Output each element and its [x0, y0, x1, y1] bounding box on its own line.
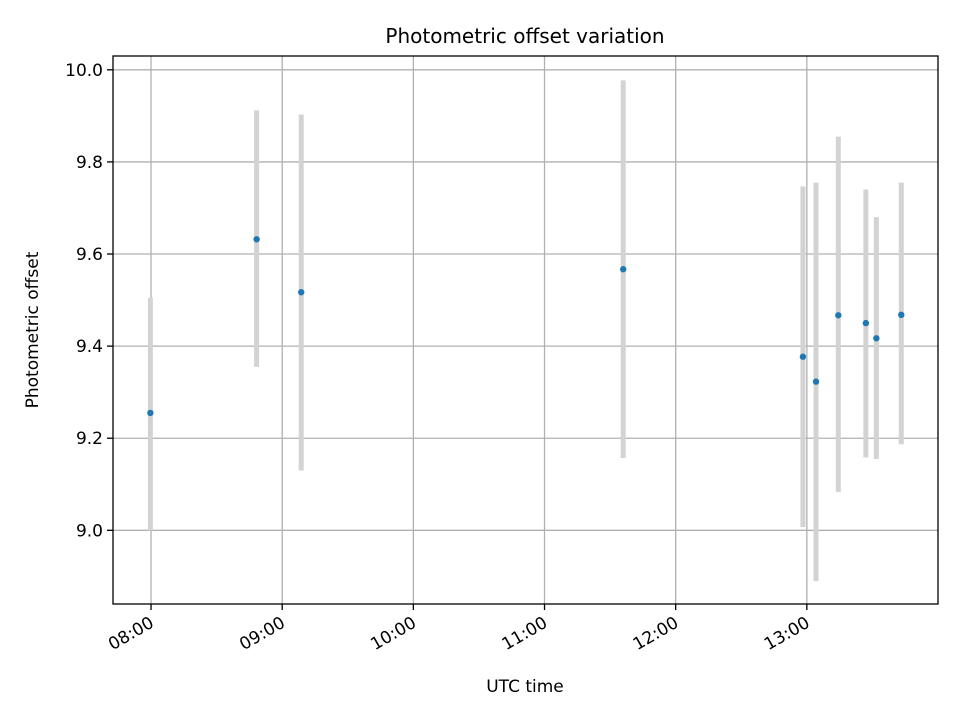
data-point	[873, 335, 880, 342]
data-point	[298, 289, 305, 296]
data-point	[898, 311, 905, 319]
data-point	[620, 266, 627, 273]
data-point	[835, 312, 842, 319]
y-axis-ticks: 9.0 9.2 9.4 9.6 9.8 10.0	[65, 61, 113, 541]
data-point	[862, 319, 870, 327]
y-tick-label: 9.6	[76, 245, 103, 265]
data-point	[147, 409, 154, 417]
x-axis-title: UTC time	[486, 677, 564, 697]
data-points	[147, 236, 905, 417]
y-tick-label: 10.0	[65, 61, 103, 81]
y-tick-label: 9.2	[76, 429, 103, 449]
y-tick-label: 9.0	[76, 521, 103, 541]
data-point	[812, 378, 820, 385]
data-point	[799, 353, 807, 360]
data-point	[253, 236, 260, 243]
y-axis-title: Photometric offset	[23, 251, 43, 408]
plot-frame	[112, 55, 939, 605]
y-tick-label: 9.4	[76, 337, 103, 357]
y-tick-label: 9.8	[76, 153, 103, 173]
chart-title: Photometric offset variation	[385, 24, 664, 48]
